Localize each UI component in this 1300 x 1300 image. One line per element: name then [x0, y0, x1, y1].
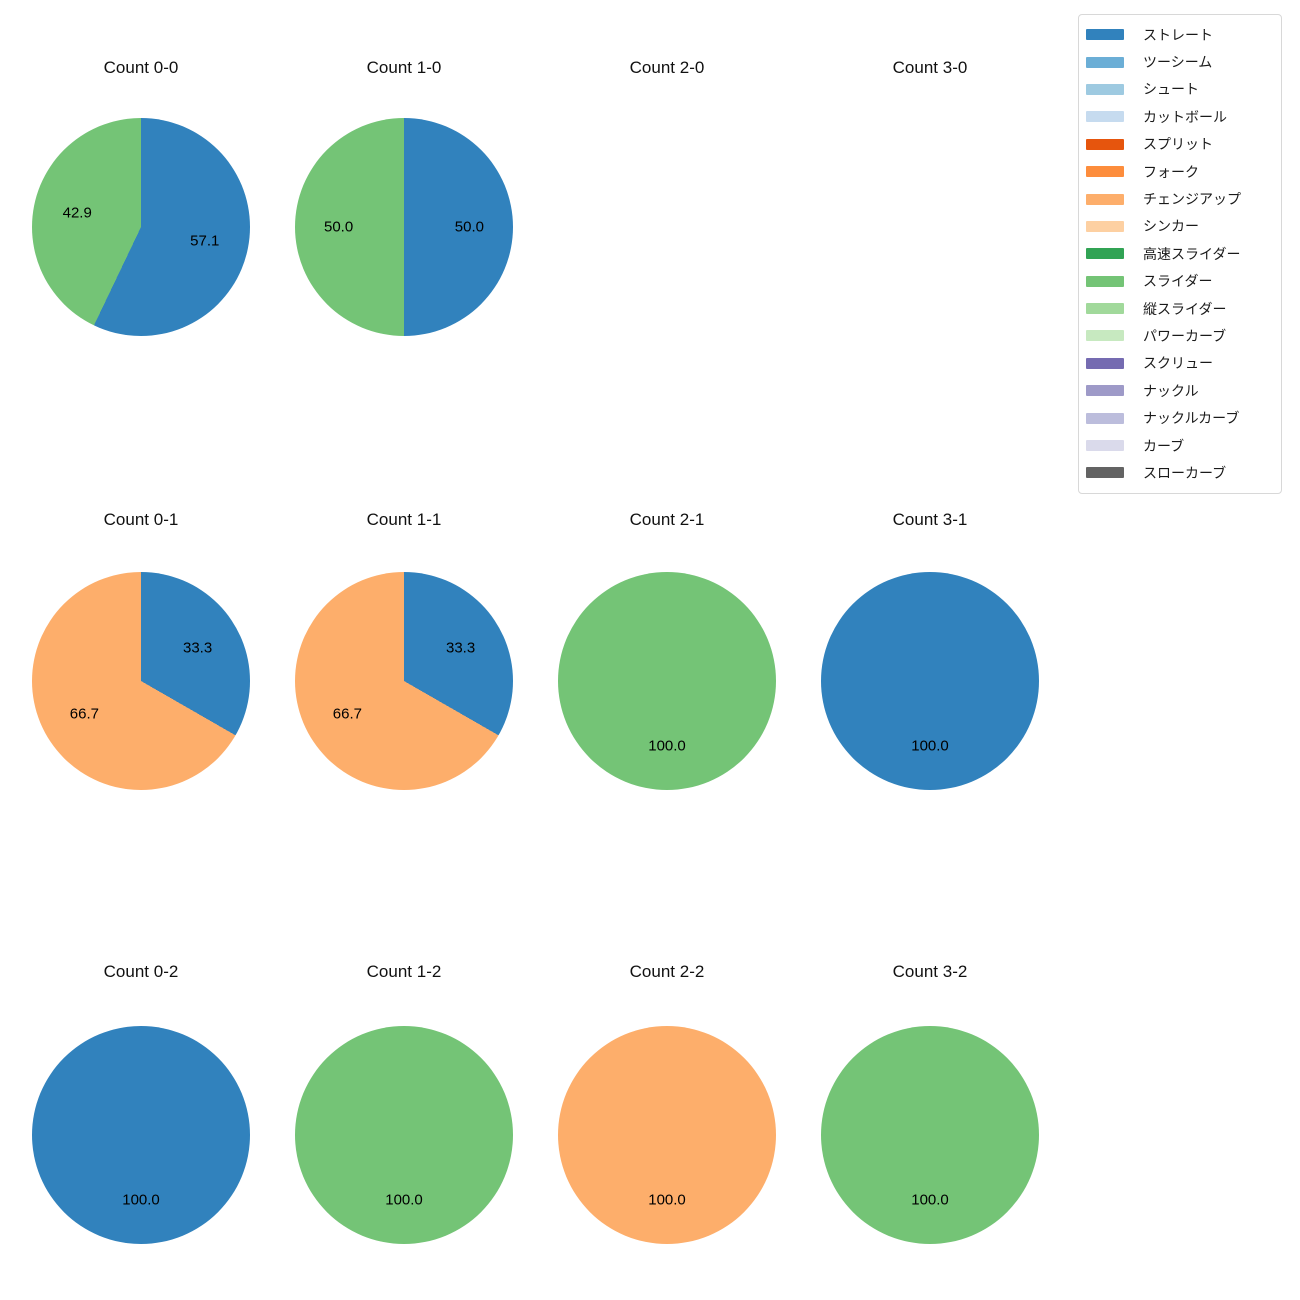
legend-swatch [1086, 275, 1124, 287]
pie-title-count-3-1: Count 3-1 [892, 510, 968, 529]
legend-item: スライダー [1086, 268, 1272, 295]
legend-item: 縦スライダー [1086, 295, 1272, 322]
legend-swatch [1086, 248, 1124, 260]
legend-item: ツーシーム [1086, 48, 1272, 75]
legend-label: カーブ [1143, 437, 1185, 454]
legend-item: チェンジアップ [1086, 185, 1272, 212]
pie-slice-label: 100.0 [648, 1191, 686, 1209]
pie-slice-label: 100.0 [648, 737, 686, 755]
pie-slice-label: 66.7 [332, 705, 362, 723]
legend-label: スプリット [1143, 136, 1213, 153]
pie-count-0-0 [32, 118, 250, 336]
pie-count-1-2 [295, 1026, 513, 1244]
pie-title-count-3-2: Count 3-2 [892, 962, 968, 981]
legend-swatch [1086, 83, 1124, 95]
legend-label: ストレート [1143, 26, 1213, 43]
pie-title-count-1-1: Count 1-1 [366, 510, 442, 529]
legend-item: カーブ [1086, 432, 1272, 459]
legend-items: ストレートツーシームシュートカットボール スプリットフォークチェンジアップ シンカー… [1086, 21, 1272, 487]
pie-title-count-0-2: Count 0-2 [103, 962, 179, 981]
pie-slice-label: 57.1 [190, 232, 220, 250]
legend-swatch [1086, 166, 1124, 178]
legend-item: ナックルカーブ [1086, 404, 1272, 431]
pie-slice-label: 100.0 [122, 1191, 160, 1209]
legend-swatch [1086, 220, 1124, 232]
pie-slice-label: 33.3 [182, 639, 213, 657]
legend-label: パワーカーブ [1143, 327, 1227, 344]
pie-count-2-1 [558, 572, 776, 790]
pie-count-2-2 [558, 1026, 776, 1244]
legend-swatch [1086, 412, 1124, 424]
pie-title-count-1-0: Count 1-0 [366, 58, 442, 77]
legend-item: スプリット [1086, 131, 1272, 158]
legend-label: カットボール [1143, 108, 1227, 125]
pie-count-3-2 [821, 1026, 1039, 1244]
legend-item: カットボール [1086, 103, 1272, 130]
pie-title-count-2-0: Count 2-0 [629, 58, 705, 77]
legend-swatch [1086, 330, 1124, 342]
pie-slice-label: 100.0 [911, 737, 949, 755]
legend-label: 高速スライダー [1143, 245, 1241, 262]
legend-label: ナックルカーブ [1143, 410, 1240, 427]
legend-label: スクリュー [1143, 355, 1213, 372]
pie-slice-label: 66.7 [69, 705, 99, 723]
legend-swatch [1086, 385, 1124, 397]
pie-title-count-0-0: Count 0-0 [103, 58, 179, 77]
legend-label: ツーシーム [1143, 54, 1213, 71]
legend-item: 高速スライダー [1086, 240, 1272, 267]
legend-swatch [1086, 303, 1124, 315]
pie-slice-label: 100.0 [911, 1191, 949, 1209]
legend-item: スクリュー [1086, 350, 1272, 377]
pie-count-3-1 [821, 572, 1039, 790]
legend-swatch [1086, 440, 1124, 452]
legend-swatch [1086, 138, 1124, 150]
legend-item: パワーカーブ [1086, 322, 1272, 349]
legend-swatch [1086, 111, 1124, 123]
legend-item: シュート [1086, 76, 1272, 103]
legend-label: ナックル [1143, 382, 1199, 399]
legend-swatch [1086, 56, 1124, 68]
pie-title-count-2-1: Count 2-1 [629, 510, 705, 529]
pie-count-1-0 [295, 118, 513, 336]
pie-slice-label: 50.0 [454, 218, 484, 236]
pie-count-0-1 [32, 572, 250, 790]
legend-swatch [1086, 357, 1124, 369]
legend-label: チェンジアップ [1143, 191, 1241, 208]
legend-item: フォーク [1086, 158, 1272, 185]
legend-item: ストレート [1086, 21, 1272, 48]
legend-swatch [1086, 467, 1124, 479]
legend-swatch [1086, 29, 1124, 41]
legend-label: スライダー [1143, 273, 1213, 290]
pie-title-count-2-2: Count 2-2 [629, 962, 705, 981]
legend-label: 縦スライダー [1143, 300, 1227, 317]
pie-title-count-3-0: Count 3-0 [892, 58, 968, 77]
legend-item: シンカー [1086, 213, 1272, 240]
legend-label: スローカーブ [1143, 464, 1227, 481]
pie-count-0-2 [32, 1026, 250, 1244]
legend-swatch [1086, 193, 1124, 205]
pie-slice-label: 100.0 [385, 1191, 423, 1209]
legend: ストレートツーシームシュートカットボール スプリットフォークチェンジアップ シンカー… [1078, 14, 1282, 494]
pie-slice-label: 42.9 [62, 204, 92, 222]
pie-slice-label: 50.0 [323, 218, 354, 236]
legend-label: シンカー [1143, 218, 1199, 235]
legend-item: ナックル [1086, 377, 1272, 404]
pie-count-1-1 [295, 572, 513, 790]
pie-title-count-1-2: Count 1-2 [366, 962, 442, 981]
legend-item: スローカーブ [1086, 459, 1272, 486]
pie-title-count-0-1: Count 0-1 [103, 510, 179, 529]
legend-label: フォーク [1143, 163, 1199, 180]
pie-slice-label: 33.3 [445, 639, 476, 657]
legend-label: シュート [1143, 81, 1199, 98]
